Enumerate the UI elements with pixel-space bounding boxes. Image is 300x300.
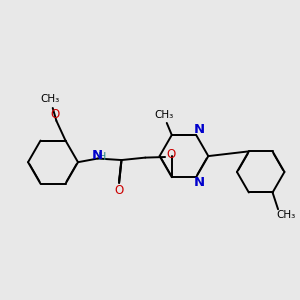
Text: O: O: [166, 148, 175, 161]
Text: CH₃: CH₃: [276, 210, 295, 220]
Text: O: O: [115, 184, 124, 197]
Text: N: N: [194, 123, 205, 136]
Text: CH₃: CH₃: [154, 110, 173, 120]
Text: N: N: [92, 149, 103, 162]
Text: CH₃: CH₃: [40, 94, 59, 104]
Text: O: O: [50, 108, 59, 121]
Text: H: H: [98, 152, 106, 162]
Text: N: N: [194, 176, 205, 189]
